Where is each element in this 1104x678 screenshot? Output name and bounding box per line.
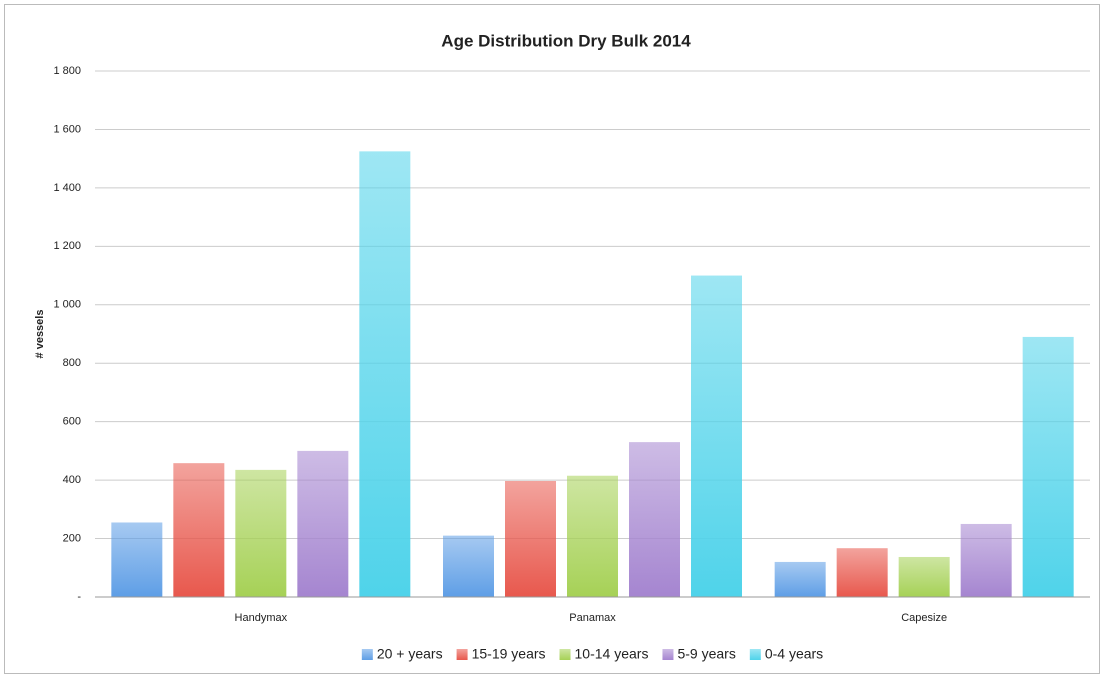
legend-swatch <box>559 649 571 660</box>
bar <box>173 463 225 597</box>
legend-swatch <box>361 649 373 660</box>
y-tick-label: 1 600 <box>53 123 81 135</box>
bar <box>235 469 287 597</box>
bar <box>443 535 494 597</box>
bar <box>774 561 826 597</box>
y-tick-label: 200 <box>63 532 81 544</box>
legend-swatch <box>662 649 674 660</box>
bar <box>297 450 349 597</box>
y-tick-label: 400 <box>63 474 81 486</box>
x-tick-label: Capesize <box>901 612 947 624</box>
bar <box>691 275 742 597</box>
bar <box>505 480 556 597</box>
y-axis-title: # vessels <box>34 310 46 359</box>
legend-label: 15-19 years <box>472 646 546 662</box>
y-tick-label: 800 <box>63 357 81 369</box>
x-tick-label: Panamax <box>569 612 616 624</box>
bar <box>960 523 1012 597</box>
bar <box>111 522 163 597</box>
legend-label: 20 + years <box>377 646 443 662</box>
legend-label: 5-9 years <box>677 646 735 662</box>
bar <box>836 548 888 597</box>
x-tick-label: Handymax <box>235 612 288 624</box>
legend-label: 10-14 years <box>575 646 649 662</box>
y-tick-label: 1 200 <box>53 240 81 252</box>
bar <box>898 556 950 597</box>
y-tick-label: - <box>77 591 81 603</box>
legend: 20 + years 15-19 years 10-14 years 5-9 year… <box>361 646 823 662</box>
legend-swatch <box>749 649 761 660</box>
bar <box>359 151 411 597</box>
y-tick-label: 1 400 <box>53 182 81 194</box>
y-tick-label: 600 <box>63 416 81 428</box>
bar <box>567 475 618 597</box>
bar <box>629 442 680 597</box>
y-tick-label: 1 800 <box>53 65 81 77</box>
legend-swatch <box>456 649 468 660</box>
legend-label: 0-4 years <box>765 646 823 662</box>
bar <box>1022 336 1074 597</box>
chart-title: Age Distribution Dry Bulk 2014 <box>441 31 691 50</box>
y-tick-label: 1 000 <box>53 299 81 311</box>
